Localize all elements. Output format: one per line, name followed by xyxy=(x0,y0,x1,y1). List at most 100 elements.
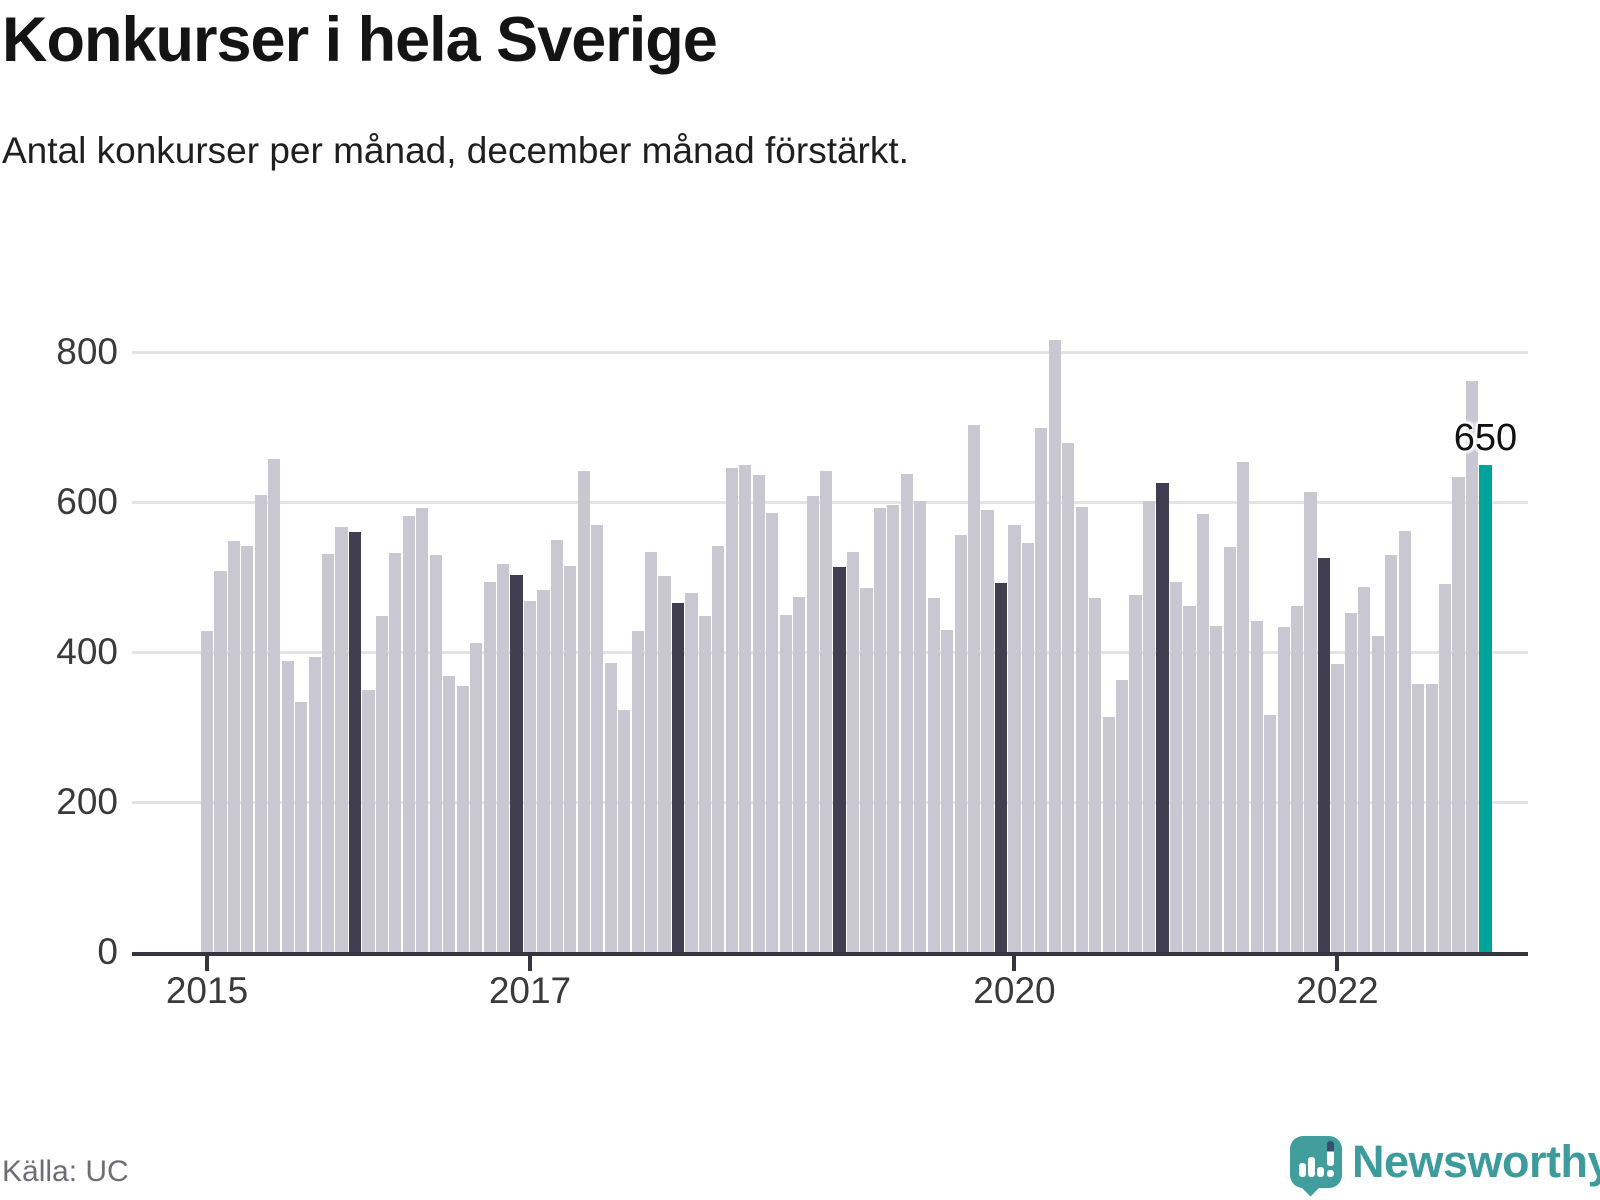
bar-month xyxy=(793,596,806,952)
bar-month xyxy=(227,541,240,952)
bar-month xyxy=(846,551,860,952)
bar-month xyxy=(1021,543,1034,952)
bar-month xyxy=(927,598,940,952)
bar-month xyxy=(564,565,577,952)
y-axis-tick-label: 600 xyxy=(56,481,118,522)
bar-month xyxy=(429,554,442,952)
bar-month xyxy=(1116,679,1129,952)
bar-month xyxy=(1412,684,1425,952)
bar-month xyxy=(1452,477,1465,952)
bar-month xyxy=(1223,547,1236,952)
bar-december xyxy=(833,566,846,952)
bar-month xyxy=(1089,598,1102,952)
x-axis-tick-mark xyxy=(1335,956,1340,971)
bar-month xyxy=(550,539,563,952)
bar-month xyxy=(1035,427,1048,952)
bar-month xyxy=(860,588,873,952)
bar-month xyxy=(1385,555,1398,952)
bar-month xyxy=(1048,340,1061,952)
x-axis-tick-mark xyxy=(205,956,209,971)
bar-month xyxy=(1142,501,1156,952)
bar-month xyxy=(254,495,267,952)
y-axis-tick-label: 800 xyxy=(56,331,118,372)
bar-month xyxy=(362,689,375,952)
logo-exclamation-icon xyxy=(1327,1141,1334,1166)
logo-bar-icon xyxy=(1317,1167,1324,1177)
bar-month xyxy=(819,470,833,952)
y-axis-tick-label: 400 xyxy=(56,631,118,672)
page-title: Konkurser i hela Sverige xyxy=(2,5,718,75)
bar-month xyxy=(308,657,321,952)
newsworthy-logo: Newsworthy xyxy=(1290,1136,1600,1197)
source-note: Källa: UC xyxy=(2,1155,129,1188)
x-axis-tick-mark xyxy=(527,956,532,971)
bar-month xyxy=(725,467,738,952)
bar-month xyxy=(1425,684,1438,952)
x-axis-tick-label-2022: 2022 xyxy=(1296,970,1379,1011)
bar-month xyxy=(1277,627,1290,952)
bar-month xyxy=(981,510,994,952)
bar-month xyxy=(1264,715,1277,952)
bar-month xyxy=(281,661,294,952)
bar-month xyxy=(941,629,954,952)
bar-month xyxy=(537,589,550,952)
bar-month xyxy=(900,474,913,952)
bar-month xyxy=(1290,605,1304,952)
bar-month xyxy=(496,564,510,952)
bar-december xyxy=(1156,482,1169,952)
bar-month xyxy=(873,508,886,952)
y-axis-tick-label: 0 xyxy=(97,931,118,972)
bar-month xyxy=(739,464,752,952)
bar-month xyxy=(658,576,671,952)
bar-month xyxy=(591,524,604,952)
highlight-value-label: 650 xyxy=(1453,416,1518,459)
bar-month xyxy=(214,571,227,952)
bar-month xyxy=(416,508,429,952)
bar-month xyxy=(698,616,712,952)
bar-month xyxy=(967,424,981,952)
bar-december xyxy=(1317,557,1331,952)
bar-month xyxy=(1237,462,1250,952)
bar-month xyxy=(712,546,725,952)
logo-exclamation-dot-icon xyxy=(1327,1170,1334,1177)
bar-month xyxy=(685,592,698,952)
bar-month xyxy=(914,500,927,952)
y-axis-tick-label: 200 xyxy=(56,781,118,822)
bar-highlighted-latest xyxy=(1479,464,1492,952)
x-axis-line xyxy=(132,952,1528,956)
bar-month xyxy=(954,535,967,952)
bar-month xyxy=(887,505,900,952)
x-axis-tick-mark xyxy=(1012,956,1017,971)
bar-month xyxy=(335,526,348,952)
bar-month xyxy=(577,471,590,952)
bar-month xyxy=(1210,625,1223,952)
bar-december xyxy=(994,583,1008,952)
bar-month xyxy=(268,459,281,952)
bar-month xyxy=(1062,442,1075,952)
bar-month xyxy=(1465,380,1479,952)
bar-december xyxy=(348,532,362,952)
bar-month xyxy=(645,551,658,952)
x-axis-tick-label-2020: 2020 xyxy=(973,970,1056,1011)
bar-month xyxy=(1102,717,1115,952)
x-axis-tick-label-2017: 2017 xyxy=(488,970,572,1011)
bar-month xyxy=(1439,583,1452,952)
bar-month xyxy=(483,581,496,952)
gridline-y-800 xyxy=(132,350,1528,354)
bar-month xyxy=(322,553,335,952)
bar-month xyxy=(1008,525,1021,952)
bar-month xyxy=(631,631,644,952)
logo-bar-icon xyxy=(1299,1163,1306,1177)
bar-month xyxy=(295,701,308,952)
bar-month xyxy=(779,615,792,952)
bar-month xyxy=(389,553,402,952)
bar-month xyxy=(1344,613,1357,952)
bar-month xyxy=(470,643,483,952)
x-axis-tick-label-2015: 2015 xyxy=(165,970,249,1011)
bar-month xyxy=(1331,664,1344,952)
bar-month xyxy=(1304,491,1317,952)
bar-month xyxy=(523,601,537,952)
logo-bar-icon xyxy=(1308,1157,1315,1177)
bar-month xyxy=(456,685,469,952)
